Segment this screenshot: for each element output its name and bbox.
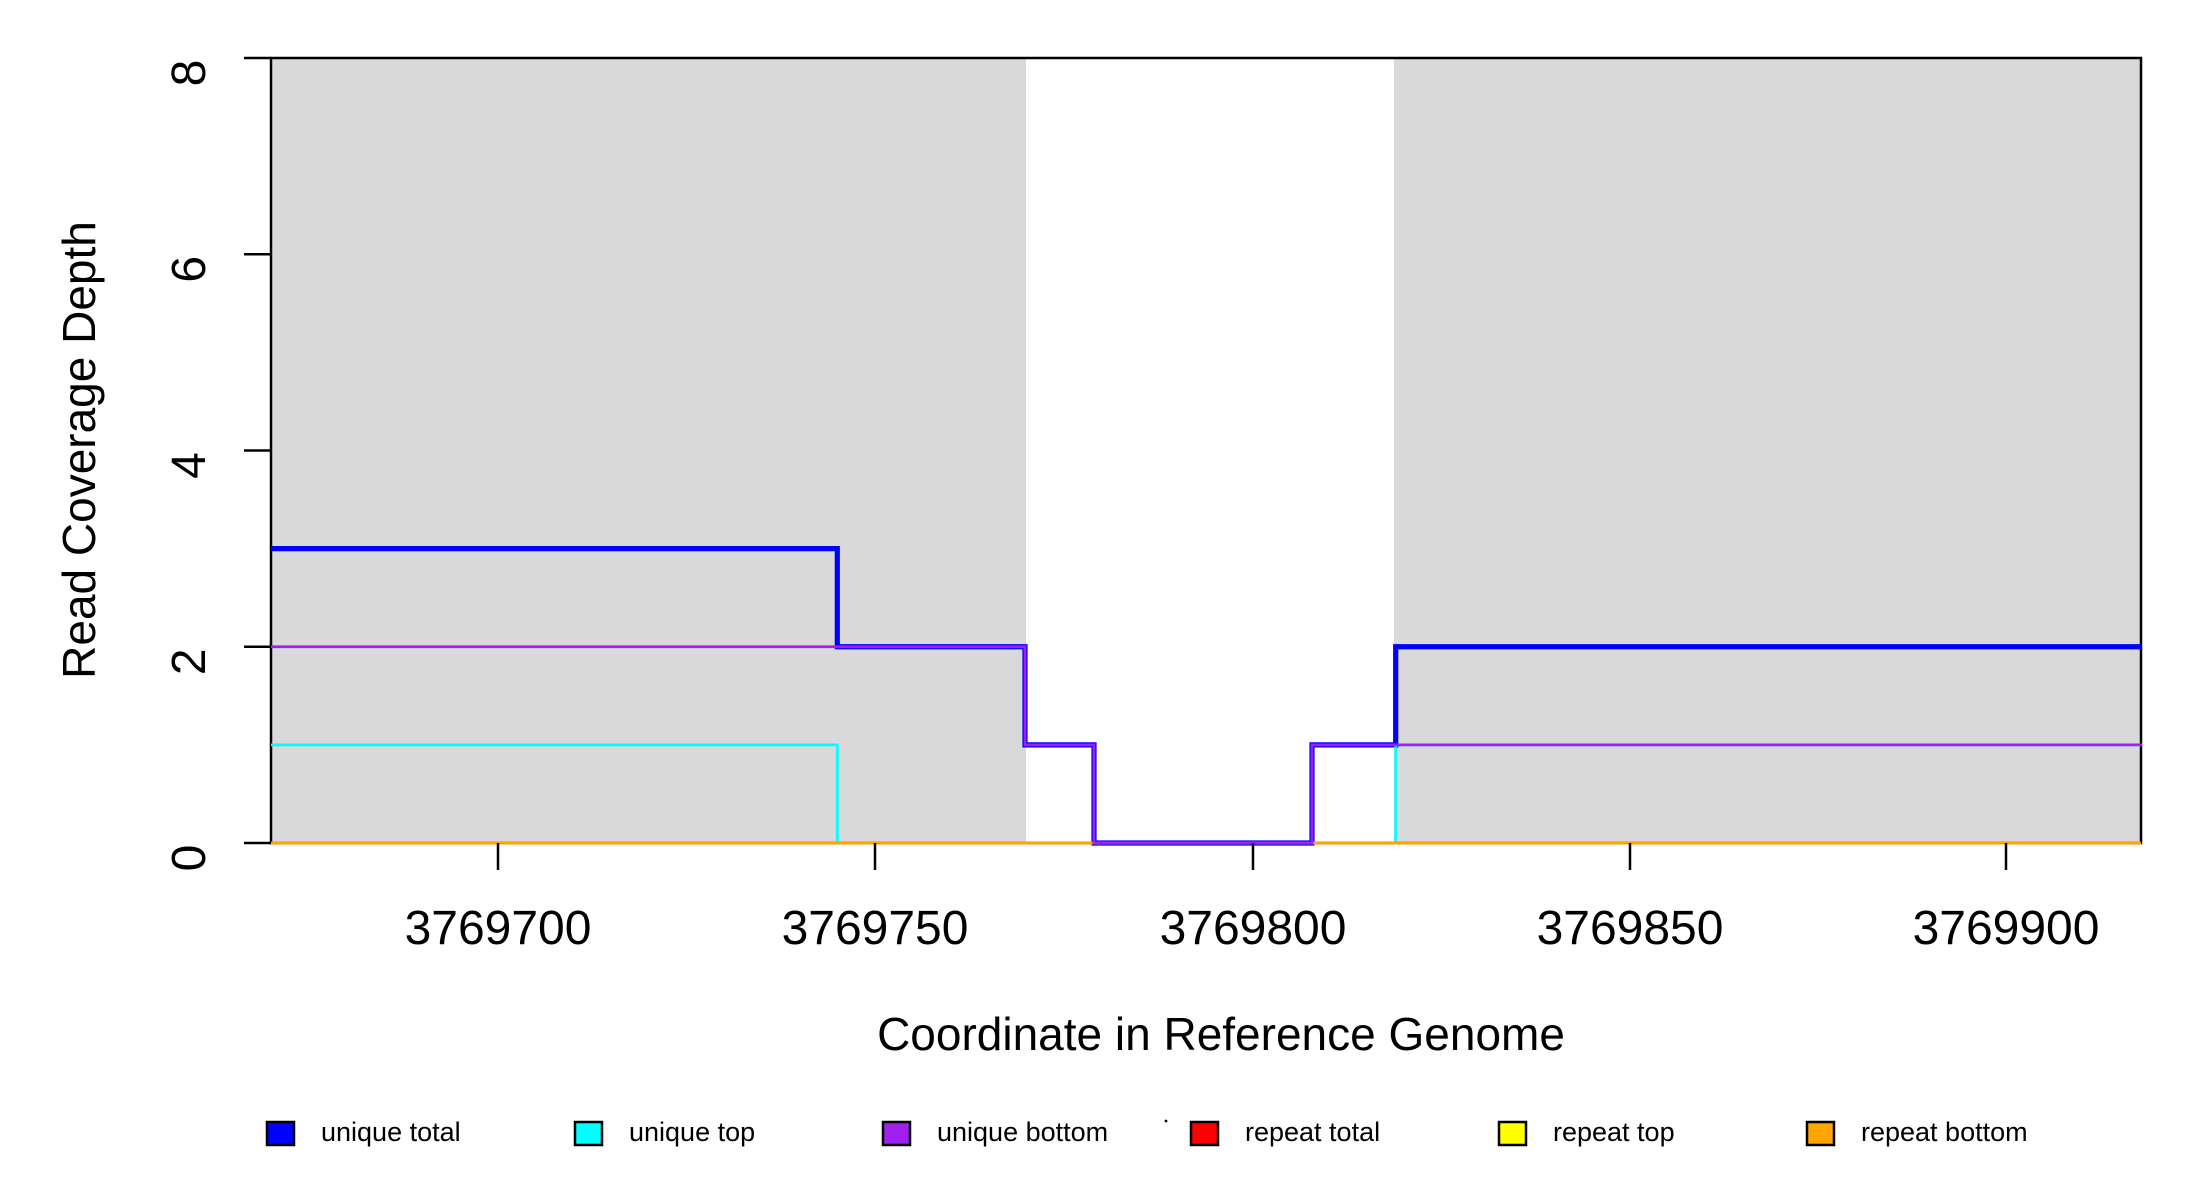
svg-text:unique top: unique top xyxy=(629,1117,755,1147)
svg-text:4: 4 xyxy=(163,452,216,479)
svg-text:Read Coverage Depth: Read Coverage Depth xyxy=(53,221,105,679)
svg-text:0: 0 xyxy=(163,845,216,872)
svg-text:3769850: 3769850 xyxy=(1537,902,1724,955)
svg-text:2: 2 xyxy=(163,648,216,675)
svg-text:3769900: 3769900 xyxy=(1913,902,2100,955)
svg-text:unique total: unique total xyxy=(321,1117,461,1147)
svg-text:repeat total: repeat total xyxy=(1245,1117,1380,1147)
svg-text:6: 6 xyxy=(163,256,216,283)
svg-text:repeat top: repeat top xyxy=(1553,1117,1675,1147)
svg-text:8: 8 xyxy=(163,60,216,87)
svg-text:3769750: 3769750 xyxy=(782,902,969,955)
svg-text:Coordinate in Reference Genome: Coordinate in Reference Genome xyxy=(877,1008,1565,1060)
svg-text:3769800: 3769800 xyxy=(1160,902,1347,955)
svg-text:unique bottom: unique bottom xyxy=(937,1117,1108,1147)
svg-text:3769700: 3769700 xyxy=(405,902,592,955)
svg-text:repeat bottom: repeat bottom xyxy=(1861,1117,2028,1147)
